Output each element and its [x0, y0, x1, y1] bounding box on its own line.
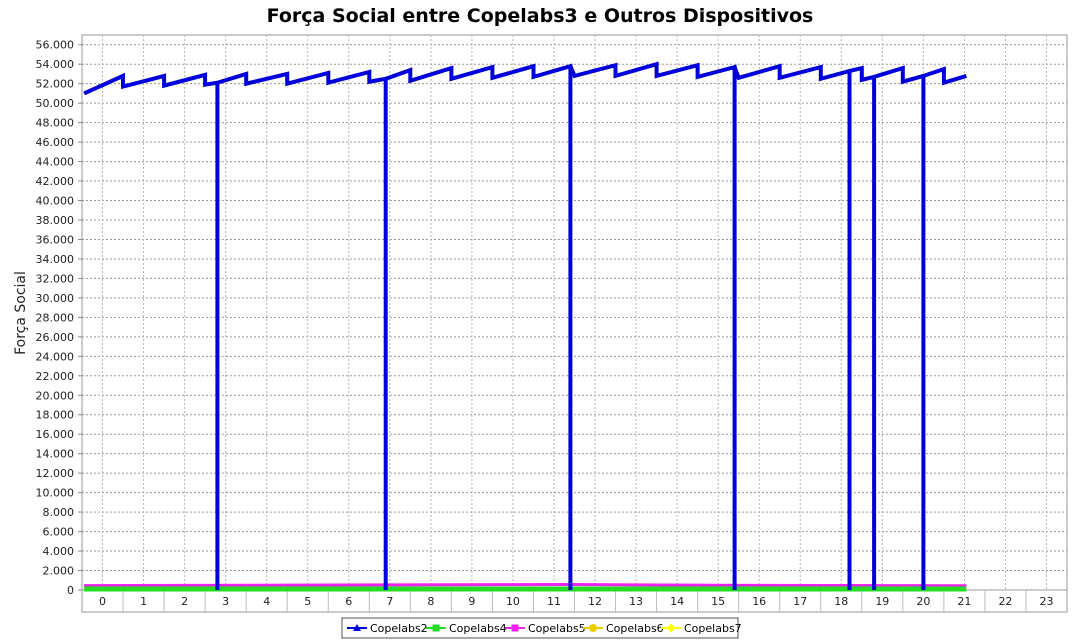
x-tick-label: 11 [547, 595, 561, 608]
legend-box [341, 617, 739, 639]
x-axis: 0 1 2 3 4 5 6 7 8 9 10 11 12 13 14 15 16 17 18 19 20 21 22 23 [81, 589, 1068, 613]
y-tick-label: 10.000 [36, 487, 75, 500]
x-tick-label: 17 [793, 595, 807, 608]
x-tick-label: 8 [427, 595, 434, 608]
x-tick-label: 15 [711, 595, 725, 608]
y-tick-label: 20.000 [36, 389, 75, 402]
x-tick-label: 19 [875, 595, 889, 608]
legend-label: Copelabs4 [449, 622, 507, 635]
legend-item-copelabs7: Copelabs7 [661, 622, 742, 635]
y-tick-label: 18.000 [36, 409, 75, 422]
y-tick-label: 24.000 [36, 350, 75, 363]
y-tick-label: 26.000 [36, 331, 75, 344]
legend-marker-diamond-icon [667, 623, 675, 633]
legend-item-copelabs4: Copelabs4 [426, 622, 507, 635]
legend-label: Copelabs2 [370, 622, 428, 635]
x-tick-label: 9 [468, 595, 475, 608]
y-axis-label: Força Social [13, 271, 29, 355]
y-tick-label: 36.000 [36, 233, 75, 246]
y-tick-label: 32.000 [36, 272, 75, 285]
y-tick-label: 12.000 [36, 467, 75, 480]
y-tick-label: 56.000 [36, 39, 75, 52]
x-tick-label: 3 [222, 595, 229, 608]
y-tick-label: 46.000 [36, 136, 75, 149]
x-tick-label: 18 [834, 595, 848, 608]
legend-marker-square-icon [511, 624, 519, 632]
y-axis-ticks: 0 2.000 4.000 6.000 8.000 10.000 12.000 14.000 1… [36, 39, 82, 597]
legend-item-copelabs5: Copelabs5 [505, 622, 586, 635]
legend: Copelabs2 Copelabs4 Copelabs5 Copelabs6 Cope… [341, 617, 742, 639]
legend-item-copelabs6: Copelabs6 [583, 622, 664, 635]
y-tick-label: 28.000 [36, 311, 75, 324]
y-tick-label: 2.000 [43, 565, 75, 578]
legend-label: Copelabs5 [528, 622, 586, 635]
series-line-copelabs2 [83, 61, 967, 590]
y-tick-label: 54.000 [36, 58, 75, 71]
grid [82, 35, 1067, 591]
y-tick-label: 8.000 [43, 506, 75, 519]
y-tick-label: 30.000 [36, 292, 75, 305]
x-tick-label: 21 [957, 595, 971, 608]
x-tick-label: 14 [670, 595, 684, 608]
y-tick-label: 52.000 [36, 78, 75, 91]
x-tick-label: 20 [916, 595, 930, 608]
x-tick-label: 7 [386, 595, 393, 608]
y-tick-label: 14.000 [36, 448, 75, 461]
y-tick-label: 6.000 [43, 526, 75, 539]
x-tick-label: 16 [752, 595, 766, 608]
legend-item-copelabs2: Copelabs2 [347, 622, 428, 635]
x-tick-label: 1 [140, 595, 147, 608]
y-tick-label: 16.000 [36, 428, 75, 441]
series-lines [83, 61, 967, 592]
legend-label: Copelabs7 [684, 622, 742, 635]
y-tick-label: 38.000 [36, 214, 75, 227]
x-tick-label: 4 [263, 595, 270, 608]
x-tick-label: 23 [1039, 595, 1053, 608]
chart-title: Força Social entre Copelabs3 e Outros Di… [267, 5, 814, 27]
plot-area [81, 34, 1068, 591]
y-tick-label: 48.000 [36, 117, 75, 130]
legend-label: Copelabs6 [606, 622, 664, 635]
x-tick-label: 5 [304, 595, 311, 608]
legend-marker-circle-icon [589, 624, 597, 632]
y-tick-label: 22.000 [36, 370, 75, 383]
x-tick-label: 10 [506, 595, 520, 608]
y-tick-label: 44.000 [36, 156, 75, 169]
y-tick-label: 0 [67, 584, 74, 597]
x-tick-label: 2 [181, 595, 188, 608]
legend-marker-triangle-icon [353, 624, 361, 631]
x-tick-label: 0 [99, 595, 106, 608]
x-tick-label: 13 [629, 595, 643, 608]
y-tick-label: 40.000 [36, 195, 75, 208]
x-tick-label: 6 [345, 595, 352, 608]
x-tick-label: 22 [998, 595, 1012, 608]
y-tick-label: 34.000 [36, 253, 75, 266]
x-tick-label: 12 [588, 595, 602, 608]
y-tick-label: 4.000 [43, 545, 75, 558]
y-tick-label: 50.000 [36, 97, 75, 110]
y-tick-label: 42.000 [36, 175, 75, 188]
legend-marker-square-icon [432, 624, 440, 632]
